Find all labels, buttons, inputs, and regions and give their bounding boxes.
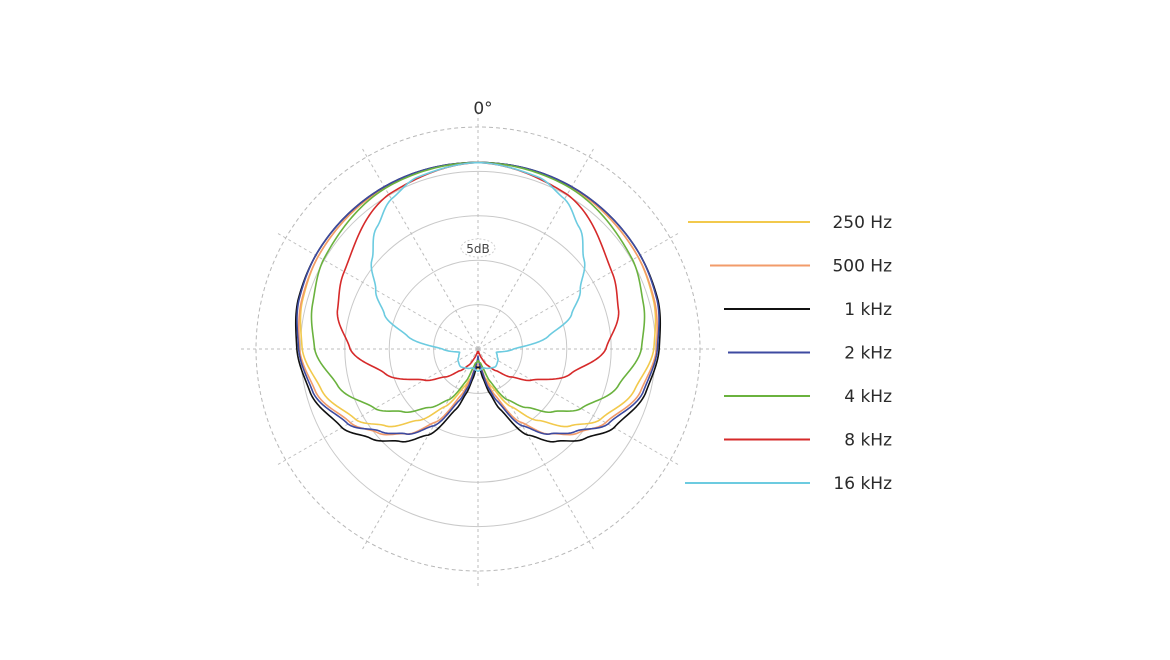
legend-label-4-khz: 4 kHz — [844, 387, 892, 407]
grid-spoke — [477, 148, 594, 350]
legend: 250 Hz 500 Hz 1 kHz 2 kHz 4 kHz 8 kHz 16 kHz — [685, 213, 892, 494]
legend-label-8-khz: 8 kHz — [844, 431, 892, 451]
legend-label-1-khz: 1 kHz — [844, 300, 892, 320]
grid-spoke — [277, 233, 479, 350]
grid-ring — [388, 259, 568, 439]
series-curves — [294, 161, 662, 443]
legend-label-500-hz: 500 Hz — [832, 257, 892, 277]
polar-grid — [238, 109, 718, 589]
ring-label-background — [460, 238, 496, 258]
grid-spoke — [477, 348, 594, 550]
grid-spoke — [362, 348, 479, 550]
legend-label-250-hz: 250 Hz — [832, 213, 892, 233]
angle-label-0deg: 0° — [473, 99, 492, 119]
grid-spoke — [477, 233, 679, 350]
grid-ring — [299, 170, 657, 528]
grid-spoke — [477, 348, 679, 465]
legend-label-2-khz: 2 kHz — [844, 344, 892, 364]
ring-label-group: 5dB — [460, 238, 496, 258]
series-curve-16-khz — [370, 161, 586, 372]
grid-spoke — [362, 148, 479, 350]
ring-scale-label: 5dB — [466, 242, 489, 256]
grid-spoke — [277, 348, 479, 465]
legend-label-16-khz: 16 kHz — [833, 474, 892, 494]
